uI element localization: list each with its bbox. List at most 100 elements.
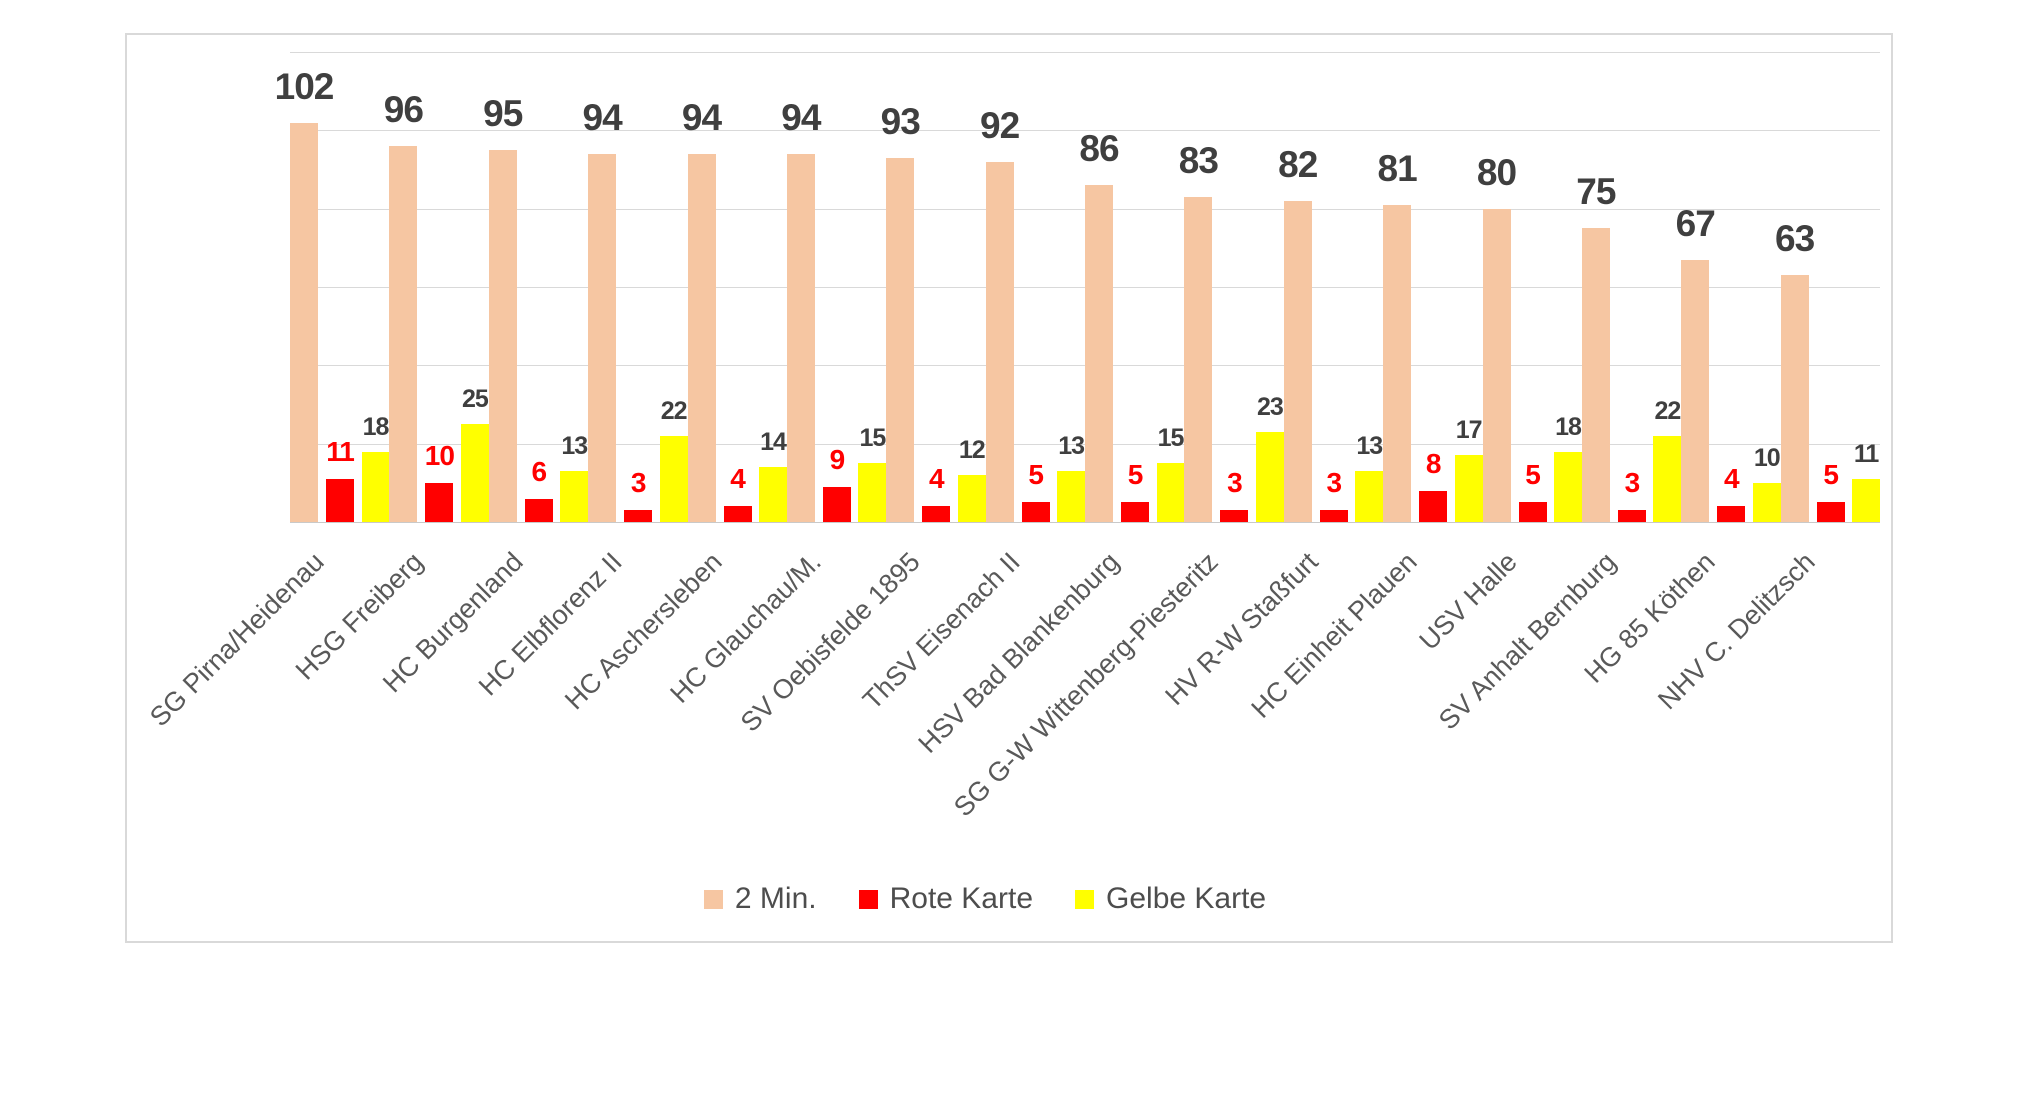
bar-value-label: 94 — [582, 96, 623, 138]
bar-value-label: 10 — [1753, 443, 1781, 472]
bar-value-label: 11 — [1853, 439, 1879, 468]
bar-rote-karte — [524, 498, 553, 522]
bar-gelbe-karte — [1752, 482, 1781, 522]
bar-rote-karte — [1419, 490, 1448, 522]
x-axis-line — [290, 522, 1880, 523]
bar-gelbe-karte — [858, 463, 887, 522]
bar-value-label: 3 — [1326, 467, 1342, 499]
bar-rote-karte — [1518, 502, 1547, 522]
bar-value-label: 23 — [1256, 392, 1284, 421]
bar-value-label: 4 — [1723, 463, 1740, 495]
bar-gelbe-karte — [957, 475, 986, 522]
bar-value-label: 13 — [1058, 432, 1085, 461]
bar-2min — [1184, 196, 1213, 522]
bar-2min — [985, 161, 1014, 522]
bar-value-label: 92 — [980, 104, 1020, 146]
legend-label-gelbe-karte: Gelbe Karte — [1106, 882, 1267, 915]
bar-rote-karte — [922, 506, 951, 522]
legend: 2 Min. Rote Karte Gelbe Karte — [125, 884, 1845, 914]
bar-2min — [488, 149, 517, 522]
bar-2min — [786, 153, 815, 522]
bar-gelbe-karte — [460, 424, 489, 522]
bar-gelbe-karte — [1454, 455, 1483, 522]
bar-2min — [1681, 259, 1710, 522]
bar-value-label: 67 — [1675, 202, 1716, 244]
bar-2min — [1085, 185, 1113, 522]
bar-value-label: 102 — [274, 65, 335, 107]
bar-2min — [1581, 228, 1610, 522]
bar-value-label: 9 — [829, 443, 846, 475]
bar-value-label: 22 — [1654, 396, 1681, 425]
bar-2min — [588, 153, 617, 522]
legend-item-rote-karte: Rote Karte — [858, 884, 1033, 914]
bar-gelbe-karte — [560, 471, 589, 522]
bar-value-label: 14 — [760, 428, 787, 457]
bar-value-label: 18 — [1555, 412, 1582, 441]
bar-value-label: 11 — [326, 435, 355, 467]
bar-value-label: 5 — [1525, 459, 1541, 491]
bar-value-label: 25 — [461, 385, 489, 414]
gridline — [290, 130, 1880, 132]
bar-value-label: 8 — [1425, 447, 1442, 479]
bar-rote-karte — [1816, 502, 1845, 522]
bar-value-label: 3 — [1624, 467, 1641, 499]
bar-rote-karte — [1121, 502, 1149, 522]
bar-rote-karte — [1717, 506, 1746, 522]
bar-rote-karte — [1021, 502, 1050, 522]
bar-value-label: 13 — [1356, 432, 1383, 461]
bar-value-label: 15 — [1157, 424, 1185, 453]
legend-swatch-rote-karte-icon — [858, 889, 878, 909]
bar-rote-karte — [1319, 510, 1348, 522]
bar-2min — [687, 153, 716, 522]
bar-gelbe-karte — [659, 435, 688, 522]
bar-value-label: 63 — [1775, 218, 1815, 260]
bar-2min — [389, 146, 418, 522]
bar-value-label: 93 — [880, 100, 921, 142]
bar-value-label: 3 — [1227, 467, 1243, 499]
bar-value-label: 82 — [1278, 143, 1318, 185]
bar-rote-karte — [822, 486, 851, 522]
bar-value-label: 6 — [531, 455, 547, 487]
bar-value-label: 4 — [730, 463, 746, 495]
bar-value-label: 81 — [1377, 147, 1418, 189]
bar-gelbe-karte — [1255, 431, 1284, 522]
bar-value-label: 96 — [383, 89, 424, 130]
bar-2min — [1383, 204, 1412, 522]
bar-value-label: 12 — [958, 436, 986, 464]
bar-2min — [1780, 275, 1809, 522]
bar-rote-karte — [326, 478, 354, 522]
bar-value-label: 18 — [362, 412, 390, 441]
bar-gelbe-karte — [1852, 478, 1881, 522]
bar-value-label: 5 — [1028, 459, 1044, 491]
bar-value-label: 3 — [630, 467, 647, 499]
legend-swatch-2min-icon — [703, 889, 723, 909]
bar-2min — [290, 122, 318, 522]
bar-gelbe-karte — [1355, 471, 1384, 522]
bar-value-label: 94 — [781, 96, 821, 138]
legend-swatch-gelbe-karte-icon — [1075, 889, 1095, 909]
bar-value-label: 10 — [424, 439, 455, 471]
bar-gelbe-karte — [759, 467, 787, 522]
bar-gelbe-karte — [1653, 435, 1682, 522]
bar-gelbe-karte — [1554, 451, 1582, 522]
legend-label-2min: 2 Min. — [734, 882, 817, 915]
bar-value-label: 5 — [1823, 459, 1839, 491]
bar-value-label: 5 — [1127, 459, 1144, 491]
legend-item-gelbe-karte: Gelbe Karte — [1075, 884, 1266, 914]
bar-value-label: 80 — [1476, 151, 1517, 193]
bar-value-label: 13 — [561, 432, 588, 461]
bar-2min — [1283, 200, 1312, 522]
bar-gelbe-karte — [1156, 463, 1185, 522]
legend-item-2min: 2 Min. — [703, 882, 817, 915]
bar-rote-karte — [425, 482, 454, 522]
bar-value-label: 94 — [681, 96, 722, 138]
bar-gelbe-karte — [361, 451, 390, 522]
bar-value-label: 4 — [928, 463, 945, 495]
bar-gelbe-karte — [1057, 471, 1086, 522]
bar-value-label: 95 — [483, 92, 523, 134]
bar-value-label: 75 — [1576, 171, 1616, 213]
bar-value-label: 83 — [1178, 139, 1219, 181]
bar-rote-karte — [1220, 510, 1249, 522]
bar-value-label: 17 — [1455, 416, 1483, 445]
